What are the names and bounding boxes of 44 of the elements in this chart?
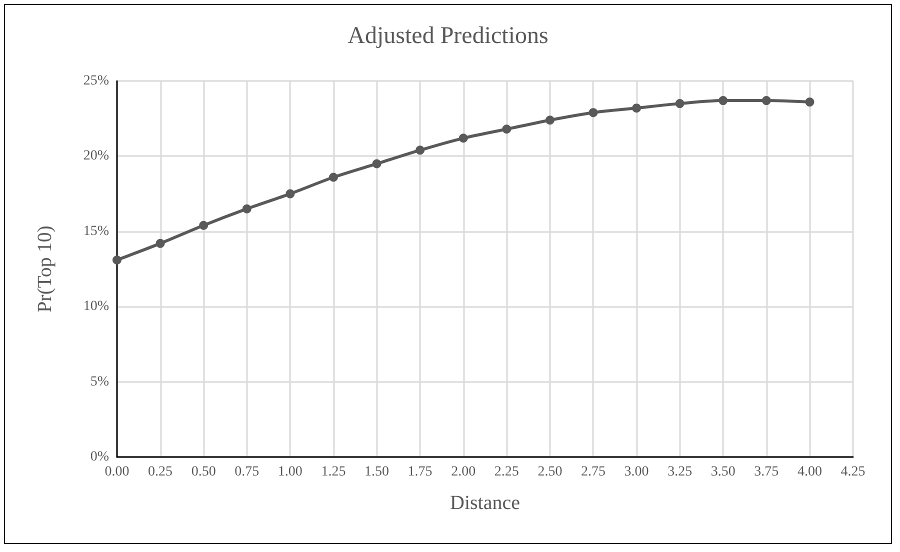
x-tick-label: 0.00 (104, 464, 130, 480)
point (156, 238, 165, 248)
x-tick-label: 1.25 (321, 464, 346, 480)
point (675, 99, 684, 108)
point (545, 116, 554, 125)
point (718, 96, 728, 106)
x-tick-label: 0.75 (234, 464, 260, 480)
y-tick-label: 25% (83, 74, 110, 88)
point (502, 124, 512, 134)
y-tick-label: 15% (83, 224, 110, 239)
point (242, 204, 252, 214)
x-tick-label: 3.25 (668, 464, 692, 480)
x-tick-label: 4.00 (797, 464, 822, 480)
chart-title: Adjusted Predictions (348, 23, 548, 49)
x-tick-label: 3.50 (710, 464, 736, 480)
x-tick-label: 2.00 (451, 464, 476, 480)
point (328, 172, 338, 182)
x-tick-label: 2.75 (580, 464, 606, 480)
point (458, 134, 468, 143)
point (632, 104, 642, 113)
y-tick-label: 0% (90, 450, 110, 464)
x-tick-label: 3.75 (754, 464, 779, 480)
x-tick-label: 1.00 (278, 464, 302, 480)
x-tick-label: 0.25 (148, 464, 173, 480)
point (805, 98, 814, 107)
y-axis-title: Pr(Top 10) (34, 226, 56, 312)
point (286, 189, 295, 198)
point (199, 220, 208, 230)
y-tick-label: 10% (83, 299, 110, 314)
x-axis-title: Distance (450, 492, 520, 514)
point (416, 146, 425, 155)
x-tick-label: 1.50 (364, 464, 390, 480)
y-tick-label: 5% (90, 374, 110, 390)
x-tick-label: 0.50 (191, 464, 216, 480)
point (762, 96, 771, 106)
x-tick-label: 2.50 (538, 464, 562, 480)
x-tick-label: 4.25 (840, 464, 866, 480)
x-tick-label: 1.75 (408, 464, 432, 480)
x-tick-label: 2.25 (494, 464, 519, 480)
x-tick-label: 3.00 (624, 464, 649, 480)
point (588, 108, 598, 118)
y-tick-label: 20% (83, 148, 110, 164)
point (112, 255, 122, 264)
point (372, 159, 382, 168)
